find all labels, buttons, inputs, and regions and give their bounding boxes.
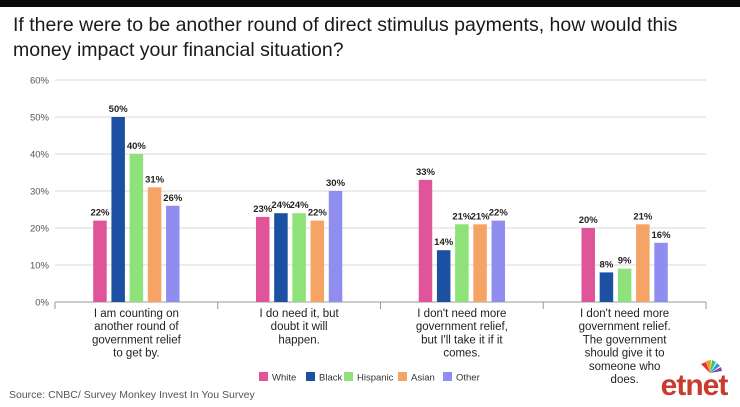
y-tick-label: 30% (30, 187, 50, 198)
x-tick-label: comes. (443, 348, 480, 360)
y-tick-label: 20% (30, 224, 50, 235)
bar-other (491, 220, 506, 302)
legend-label: Black (319, 373, 342, 384)
x-tick-label: I am counting on (94, 308, 179, 320)
bar-hispanic (617, 268, 632, 302)
data-label: 24% (271, 200, 291, 211)
y-tick-label: 60% (30, 76, 50, 87)
legend-swatch (398, 372, 407, 381)
x-tick-label: doubt it will (271, 321, 328, 333)
legend-swatch (443, 372, 452, 381)
data-label: 21% (471, 211, 491, 222)
data-label: 21% (633, 211, 653, 222)
data-label: 40% (127, 141, 147, 152)
data-label: 50% (109, 104, 129, 115)
peacock-logo-icon (701, 360, 722, 373)
logo-text: etnet (660, 369, 729, 402)
bar-white (255, 216, 270, 302)
data-label: 26% (163, 193, 183, 204)
legend-label: White (272, 373, 296, 384)
data-label: 21% (452, 211, 472, 222)
data-label: 20% (579, 215, 599, 226)
x-tick-label: government relief (92, 334, 182, 346)
data-label: 8% (600, 259, 614, 270)
y-tick-label: 10% (30, 261, 50, 272)
bar-other (166, 205, 180, 302)
x-tick-label: government relief. (579, 321, 671, 333)
x-tick-label: another round of (94, 321, 179, 333)
bar-black (274, 213, 288, 302)
legend-label: Asian (411, 373, 435, 384)
top-bar (0, 0, 740, 7)
data-label: 9% (618, 256, 632, 267)
bar-white (418, 179, 433, 302)
legend-label: Hispanic (357, 373, 394, 384)
bar-asian (310, 220, 325, 302)
x-tick-label: I do need it, but (259, 308, 339, 320)
x-tick-label: but I'll take it if it (421, 334, 503, 346)
bar-hispanic (129, 154, 144, 302)
data-label: 31% (145, 174, 165, 185)
x-tick-label: someone who (589, 361, 661, 373)
y-tick-label: 50% (30, 113, 50, 124)
x-tick-label: I don't need more (580, 308, 669, 320)
bar-other (654, 242, 668, 302)
data-label: 16% (652, 230, 672, 241)
bar-white (93, 220, 107, 302)
x-tick-label: government relief, (416, 321, 508, 333)
legend-swatch (306, 372, 315, 381)
logo: etnet (652, 357, 736, 405)
bar-black (599, 272, 614, 302)
bar-asian (636, 224, 650, 302)
bar-white (581, 228, 595, 302)
x-tick-label: The government (583, 334, 668, 346)
x-tick-label: happen. (278, 334, 320, 346)
x-tick-label: does. (611, 374, 639, 386)
legend-swatch (259, 372, 268, 381)
data-label: 22% (308, 208, 328, 219)
bar-hispanic (455, 224, 469, 302)
data-label: 22% (489, 208, 509, 219)
x-tick-label: to get by. (113, 348, 159, 360)
chart-title: If there were to be another round of dir… (13, 14, 678, 61)
y-tick-label: 0% (35, 298, 49, 309)
bar-hispanic (292, 213, 306, 302)
data-label: 22% (90, 208, 110, 219)
data-label: 24% (290, 200, 310, 211)
bar-black (436, 250, 451, 302)
data-label: 23% (253, 204, 273, 215)
bar-black (111, 117, 125, 302)
data-label: 33% (416, 167, 436, 178)
data-label: 30% (326, 178, 346, 189)
source-note: Source: CNBC/ Survey Monkey Invest In Yo… (9, 389, 255, 401)
legend-swatch (344, 372, 353, 381)
y-tick-label: 40% (30, 150, 50, 161)
bar-asian (473, 224, 487, 302)
bar-asian (147, 187, 162, 302)
legend-label: Other (456, 373, 480, 384)
x-tick-label: I don't need more (417, 308, 506, 320)
x-tick-label: should give it to (585, 348, 665, 360)
data-label: 14% (434, 237, 454, 248)
bar-other (328, 191, 343, 302)
